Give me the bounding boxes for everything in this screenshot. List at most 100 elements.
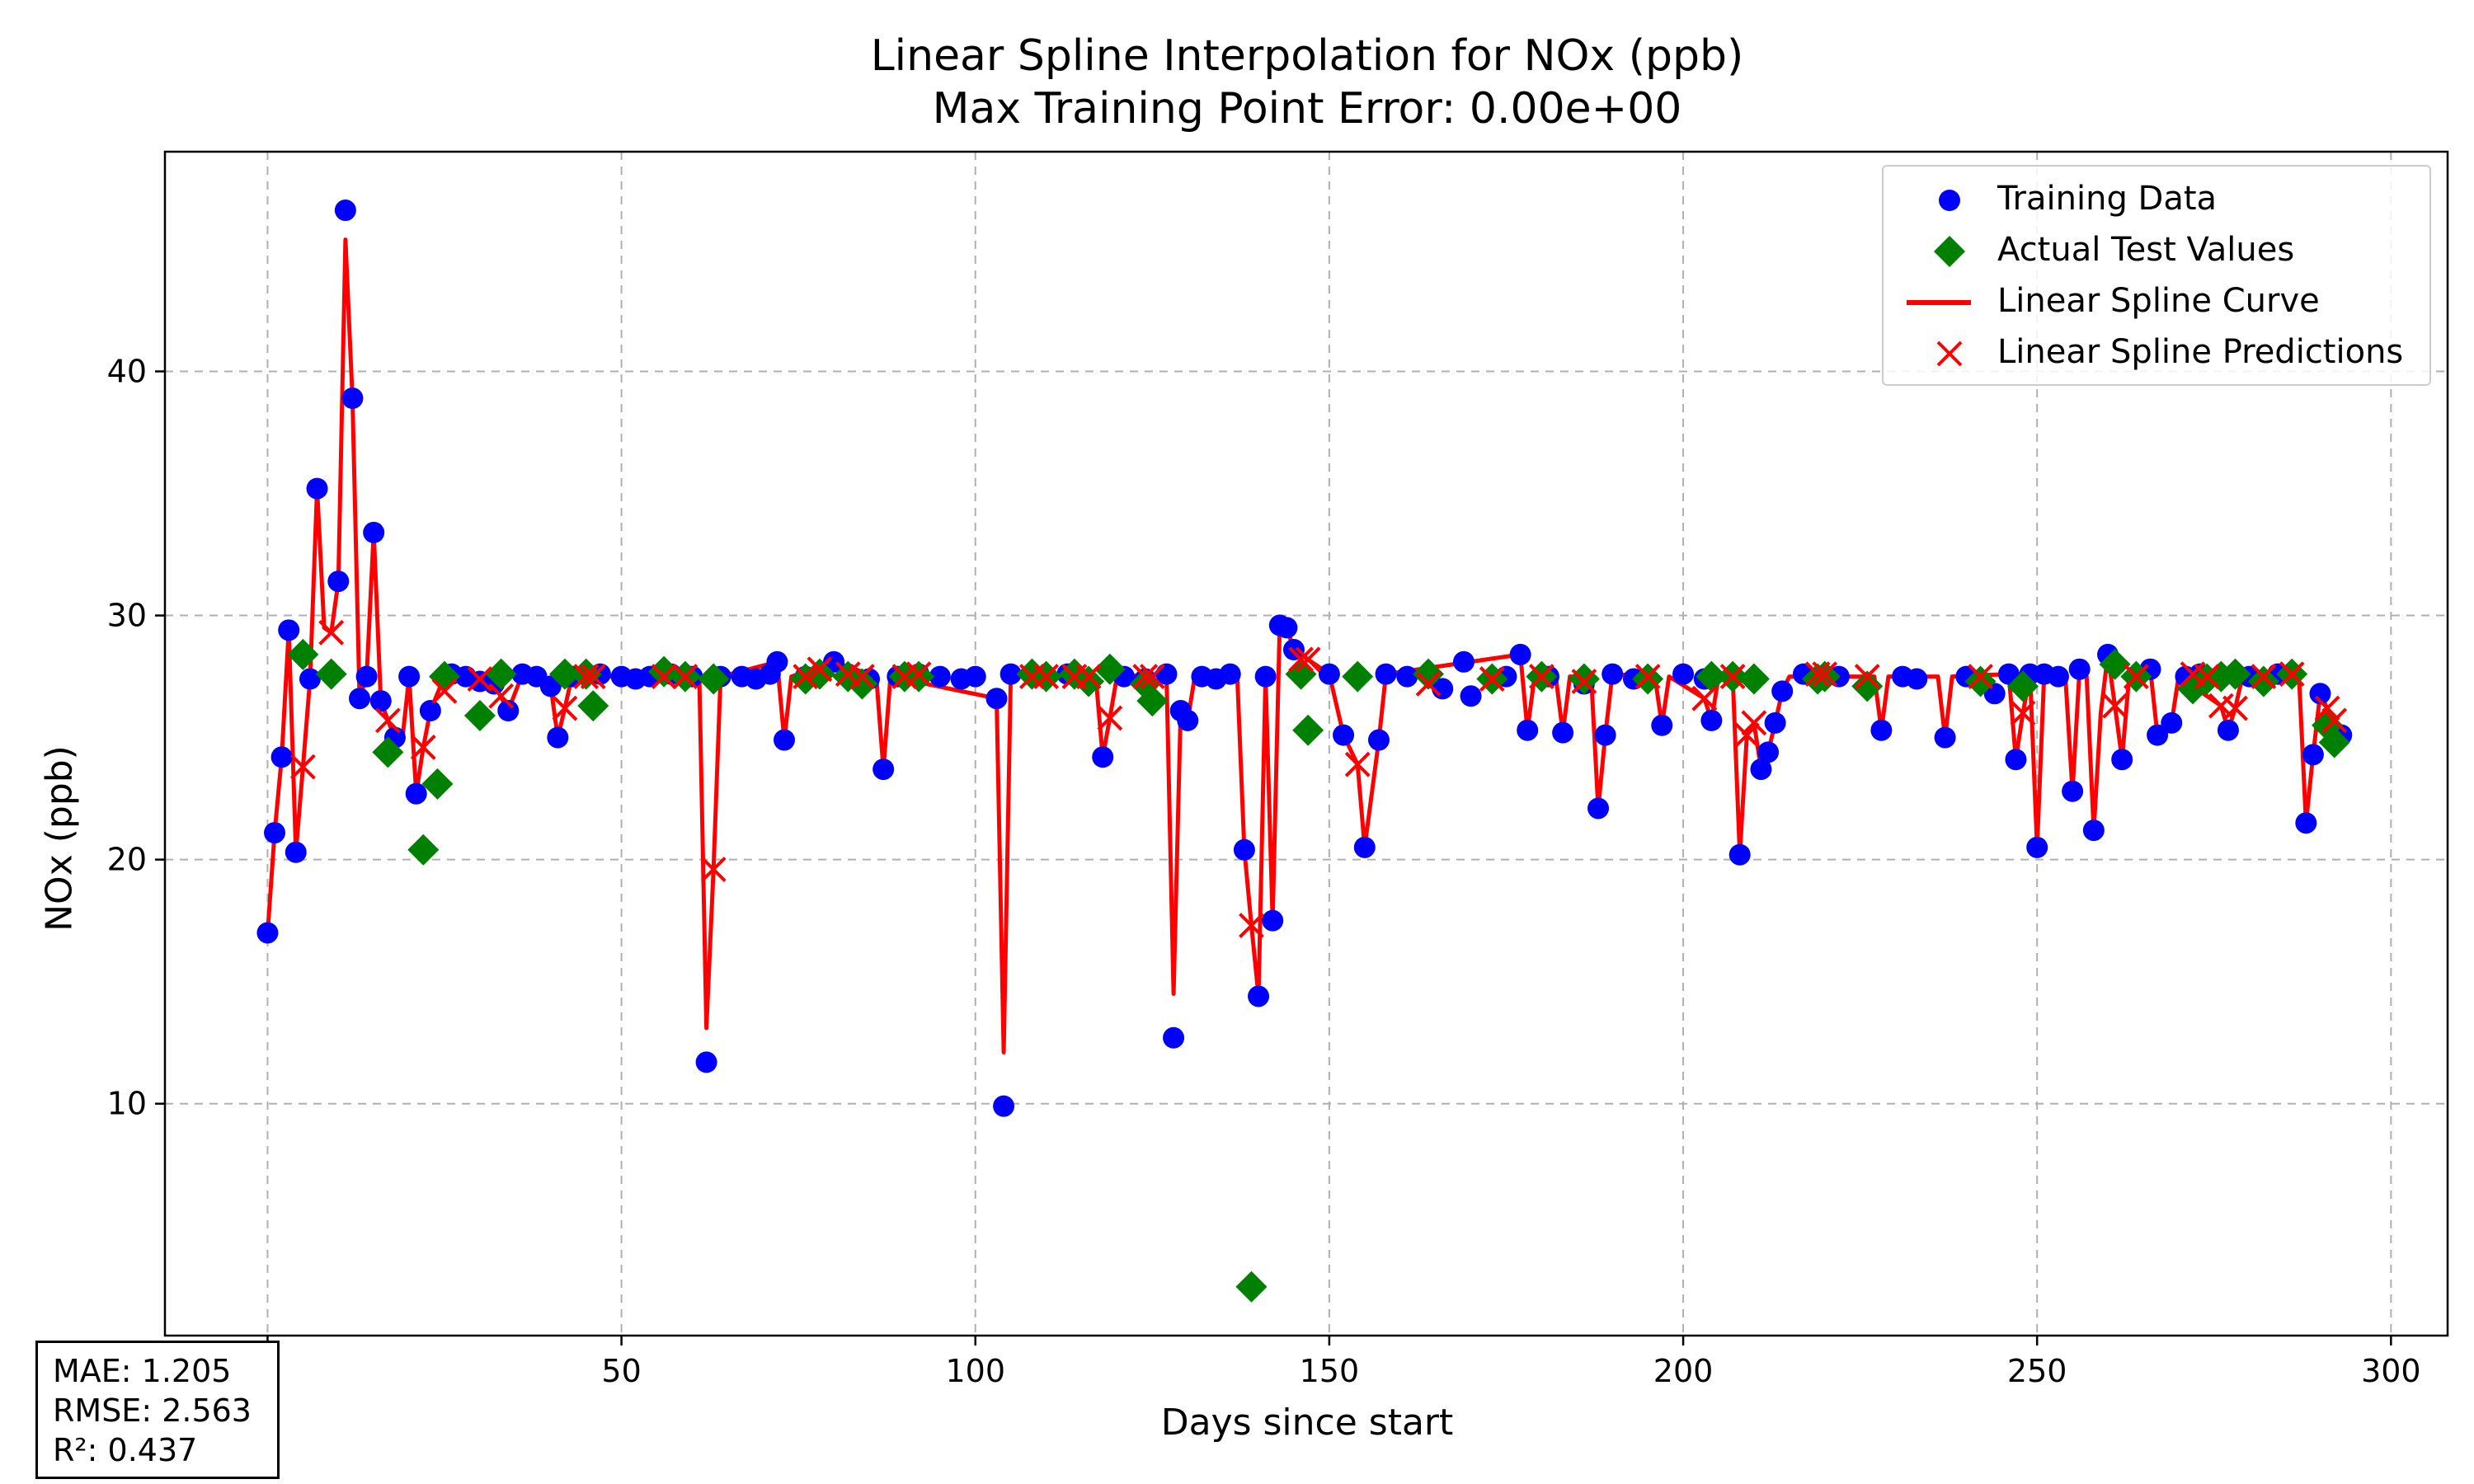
training-point <box>1729 843 1751 866</box>
test-point <box>570 658 602 690</box>
training-point <box>1517 719 1539 741</box>
y-tick-label: 30 <box>107 598 147 634</box>
training-point <box>2161 711 2183 734</box>
training-point <box>1248 985 1270 1007</box>
test-point <box>1235 1270 1268 1303</box>
prediction-point <box>2222 695 2248 721</box>
tick-layer: 05010015020025030010203040 <box>107 353 2421 1389</box>
training-point <box>985 688 1008 710</box>
r2-value: R²: 0.437 <box>53 1432 198 1468</box>
prediction-point <box>1288 646 1314 673</box>
y-axis-label: NOx (ppb) <box>38 745 81 932</box>
prediction-point <box>410 735 436 760</box>
x-tick-label: 150 <box>1300 1353 1360 1389</box>
training-point <box>398 665 421 688</box>
rmse-value: RMSE: 2.563 <box>53 1392 252 1429</box>
prediction-point <box>1479 666 1505 692</box>
x-tick-label: 250 <box>2007 1353 2067 1389</box>
legend-curve-marker <box>1907 300 1971 305</box>
test-point <box>421 768 454 800</box>
training-point <box>341 387 364 410</box>
prediction-point <box>2314 695 2340 721</box>
test-point <box>372 736 404 768</box>
test-point <box>2247 665 2279 697</box>
mae-value: MAE: 1.205 <box>53 1353 232 1389</box>
training-point <box>299 668 321 690</box>
training-point <box>1587 797 1610 819</box>
prediction-point <box>1415 671 1442 697</box>
prediction-points-layer <box>289 619 2348 938</box>
legend-training-marker <box>1939 190 1960 211</box>
legend-entry-spline-curve: Linear Spline Curve <box>1884 277 2428 328</box>
training-point <box>2302 744 2324 766</box>
training-point <box>1262 909 1284 932</box>
test-point <box>548 658 581 690</box>
training-point <box>2005 749 2027 771</box>
training-point <box>1396 665 1418 688</box>
training-point <box>1452 650 1475 673</box>
test-point <box>407 834 440 866</box>
training-point <box>1594 724 1616 746</box>
prediction-point <box>1132 664 1159 689</box>
training-point <box>2309 683 2331 705</box>
chart-title: Linear Spline Interpolation for NOx (ppb… <box>870 31 1744 81</box>
test-point <box>315 658 347 690</box>
training-point <box>1282 639 1305 661</box>
training-point <box>2068 658 2091 680</box>
training-point <box>334 200 356 222</box>
training-point <box>1353 836 1376 858</box>
training-point <box>419 700 441 722</box>
training-points-layer <box>256 200 2353 1117</box>
prediction-point <box>2279 661 2305 688</box>
prediction-point <box>1854 664 1880 689</box>
prediction-point <box>1344 751 1371 777</box>
plot-frame <box>163 150 2449 1337</box>
test-point <box>846 668 878 700</box>
training-point <box>2217 719 2239 741</box>
training-point <box>1375 663 1397 685</box>
prediction-point <box>2102 693 2128 719</box>
training-point <box>1177 709 1199 731</box>
training-point <box>1254 665 1277 688</box>
prediction-point <box>552 695 578 721</box>
prediction-point <box>431 678 458 704</box>
prediction-point <box>318 619 345 646</box>
training-point <box>1870 719 1893 741</box>
legend-label-training: Training Data <box>1997 180 2218 218</box>
prediction-point <box>1968 664 1993 689</box>
test-point <box>1413 658 1445 690</box>
prediction-point <box>1295 646 1321 673</box>
test-point <box>1094 653 1126 685</box>
prediction-point <box>1239 913 1264 938</box>
training-point <box>1367 729 1390 751</box>
legend-entry-training: Training Data <box>1884 175 2428 226</box>
test-point <box>1851 670 1884 702</box>
training-point <box>695 1051 717 1073</box>
training-point <box>2047 665 2069 688</box>
legend-test-marker <box>1934 236 1965 267</box>
training-point <box>497 700 520 722</box>
prediction-point <box>1733 722 1760 749</box>
training-point <box>256 922 279 944</box>
prediction-point <box>2194 664 2220 689</box>
training-point <box>270 746 293 768</box>
training-point <box>1276 617 1298 639</box>
prediction-point <box>1634 664 1661 689</box>
training-point <box>264 822 286 844</box>
test-point <box>1808 660 1841 693</box>
training-point <box>405 782 427 805</box>
prediction-point <box>807 656 833 683</box>
prediction-point <box>2123 664 2149 689</box>
test-point <box>648 655 680 688</box>
y-tick-label: 20 <box>107 842 147 878</box>
prediction-point <box>1741 710 1767 736</box>
y-tick-label: 40 <box>107 353 147 389</box>
training-point <box>1318 663 1340 685</box>
test-point <box>485 658 517 690</box>
test-point <box>463 699 496 731</box>
training-point <box>1651 714 1673 736</box>
prediction-point <box>651 664 677 689</box>
test-point <box>698 663 730 695</box>
y-tick-label: 10 <box>107 1086 147 1122</box>
